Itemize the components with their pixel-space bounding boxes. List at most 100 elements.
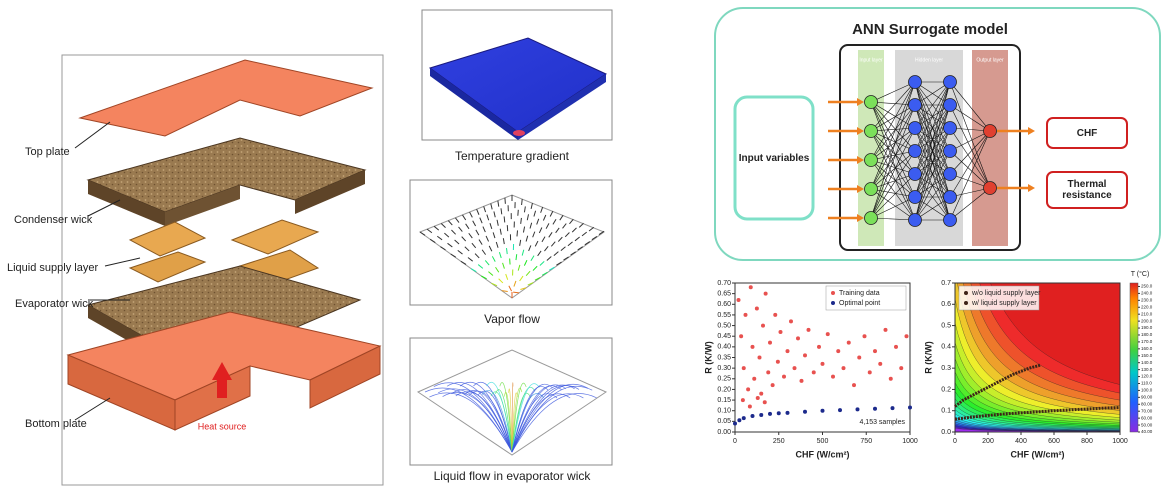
data-point [878, 362, 882, 366]
colorbar-tick-label: 120.0 [1141, 374, 1153, 379]
colorbar-title: T (°C) [1131, 270, 1150, 278]
neuron [944, 122, 957, 135]
layer-label: Bottom plate [25, 418, 87, 430]
data-point [793, 366, 797, 370]
data-point [894, 345, 898, 349]
colorbar-tick-label: 220.0 [1141, 304, 1153, 309]
y-tick-label: 0.3 [941, 365, 951, 372]
legend-entry: Training data [839, 290, 880, 297]
colorbar-tick-label: 230.0 [1141, 298, 1153, 303]
data-point [749, 285, 753, 289]
y-tick-label: 0.5 [941, 322, 951, 329]
data-point [821, 409, 825, 413]
neuron [865, 125, 878, 138]
y-tick-label: 0.45 [717, 333, 731, 340]
data-point [737, 298, 741, 302]
data-point [873, 349, 877, 353]
data-point [836, 349, 840, 353]
neuron [865, 212, 878, 225]
data-point [776, 360, 780, 364]
colorbar-tick-label: 240.0 [1141, 291, 1153, 296]
sim-caption: Temperature gradient [455, 149, 570, 163]
neuron [984, 125, 997, 138]
output-label: CHF [1049, 120, 1125, 146]
neuron [984, 182, 997, 195]
data-point [873, 407, 877, 411]
x-tick-label: 500 [817, 438, 829, 445]
flow-arrow [522, 199, 523, 205]
y-tick-label: 0.15 [717, 397, 731, 404]
neuron [944, 145, 957, 158]
layer-label: Output layer [976, 57, 1004, 63]
data-point [766, 370, 770, 374]
colorbar-tick-label: 150.0 [1141, 353, 1153, 358]
y-tick-label: 0.20 [717, 386, 731, 393]
legend-marker [831, 301, 835, 305]
y-tick-label: 0.05 [717, 418, 731, 425]
y-tick-label: 0.60 [717, 301, 731, 308]
x-tick-label: 750 [860, 438, 872, 445]
data-point [782, 375, 786, 379]
colorbar-tick-label: 100.0 [1141, 388, 1153, 393]
y-tick-label: 0.0 [941, 429, 951, 436]
colorbar-tick-label: 140.0 [1141, 360, 1153, 365]
colorbar-tick-label: 180.0 [1141, 332, 1153, 337]
colorbar [1130, 283, 1138, 432]
data-point [737, 418, 741, 422]
neuron [909, 76, 922, 89]
neuron [909, 99, 922, 112]
legend-marker [964, 291, 968, 295]
data-point [746, 387, 750, 391]
data-point [789, 319, 793, 323]
output-label: Thermal resistance [1049, 174, 1125, 206]
x-tick-label: 600 [1048, 438, 1060, 445]
x-tick-label: 400 [1015, 438, 1027, 445]
y-tick-label: 0.6 [941, 301, 951, 308]
data-point [758, 356, 762, 360]
data-point [868, 370, 872, 374]
x-tick-label: 250 [773, 438, 785, 445]
sim-image [410, 180, 612, 305]
data-point [755, 307, 759, 311]
data-point [771, 383, 775, 387]
data-point [803, 353, 807, 357]
layer-label: Condenser wick [14, 214, 93, 226]
data-point [768, 412, 772, 416]
data-point [733, 421, 737, 425]
hot-spot [513, 130, 525, 136]
data-point [744, 313, 748, 317]
neuron [944, 191, 957, 204]
neuron [909, 122, 922, 135]
layer-label: Evaporator wick [15, 298, 94, 310]
colorbar-tick-label: 130.0 [1141, 367, 1153, 372]
data-point [777, 411, 781, 415]
colorbar-tick-label: 70.00 [1141, 408, 1153, 413]
data-point [812, 370, 816, 374]
data-point [842, 366, 846, 370]
data-point [800, 379, 804, 383]
data-point [847, 341, 851, 345]
data-point [752, 377, 756, 381]
data-point [773, 313, 777, 317]
y-tick-label: 0.35 [717, 354, 731, 361]
y-tick-label: 0.4 [941, 344, 951, 351]
y-tick-label: 0.30 [717, 365, 731, 372]
data-point [807, 328, 811, 332]
data-point [852, 383, 856, 387]
data-point [908, 406, 912, 410]
data-point [838, 408, 842, 412]
data-point [768, 341, 772, 345]
neuron [909, 168, 922, 181]
x-tick-label: 0 [733, 438, 737, 445]
y-axis-label: R (K/W) [923, 341, 933, 374]
data-point [748, 404, 752, 408]
data-point [756, 396, 760, 400]
legend-entry: Optimal point [839, 300, 880, 307]
y-tick-label: 0.1 [941, 408, 951, 415]
x-tick-label: 1000 [902, 438, 918, 445]
data-point [751, 414, 755, 418]
figure: Top plate Condenser wick Liquid supply l… [0, 0, 1175, 491]
colorbar-tick-label: 250.0 [1141, 284, 1153, 289]
data-point [856, 407, 860, 411]
data-point [796, 336, 800, 340]
